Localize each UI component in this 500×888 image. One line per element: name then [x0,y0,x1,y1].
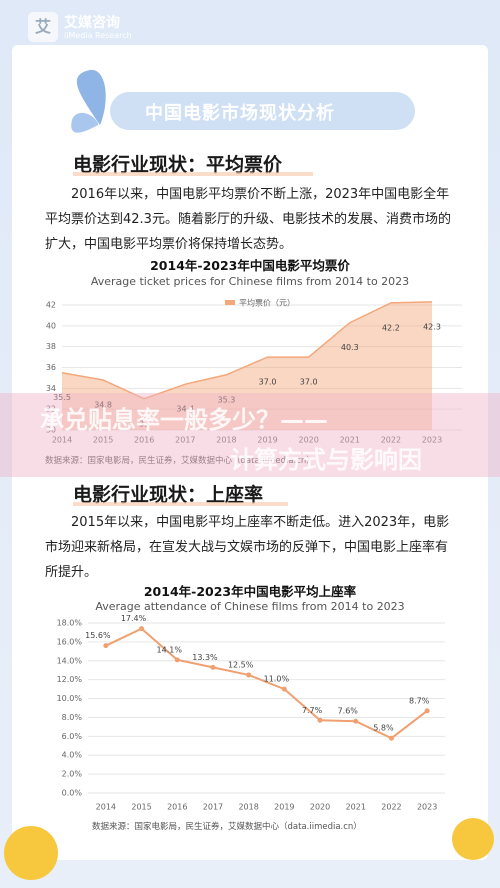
y-tick-label: 2.0% [62,770,83,779]
x-tick-label: 2020 [310,803,330,812]
overlay-text: 计算方式与影响因 [230,446,422,474]
data-label: 34.4 [176,405,194,414]
data-label: 35.3 [218,395,236,404]
underline [73,502,288,506]
chart-title: 2014年-2023年中国电影平均票价 [150,258,350,273]
y-tick-label: 8.0% [62,713,83,722]
data-label: 37.0 [300,378,318,387]
data-label: 12.5% [228,660,254,669]
point [139,626,145,632]
line [61,301,433,400]
banner-bg [110,92,415,130]
source: 数据来源：国家电影局，民生证券，艾媒数据中心（data.iimedia.cn） [92,822,362,832]
data-label: 17.4% [121,615,147,623]
x-tick-label: 2023 [417,803,437,812]
x-tick-label: 2021 [340,436,360,445]
y-tick-label: 30 [46,426,56,435]
y-tick-label: 6.0% [62,732,83,741]
section-heading: 电影行业现状：上座率 [73,484,264,506]
chart-title: 2014年-2023年中国电影平均上座率 [143,584,357,599]
paragraph: 2015年以来，中国电影平均上座率不断走低。进入2023年，电影市场迎来新格局，… [45,515,450,580]
point [281,686,287,692]
coin [4,826,58,880]
brand: 艾媒咨询 [64,15,120,31]
brand-en: iiMedia Research [64,31,132,40]
data-label: 35.5 [53,393,71,402]
data-label: 42.3 [423,322,441,331]
x-tick-label: 2019 [257,436,277,445]
y-tick-label: 10.0% [57,694,83,703]
overlay-text: 承兑贴息率一般多少？—— [40,406,328,434]
data-label: 14.1% [157,645,183,654]
x-tick-label: 2016 [167,803,187,812]
legend-label: 平均票价（元） [239,298,295,308]
point [174,657,180,663]
source: 数据来源：国家电影局，民生证券，艾媒数据中心（data.iimedia.cn） [45,456,315,466]
data-label: 42.2 [382,323,400,332]
overlay [0,393,500,477]
data-label: 5.8% [373,724,394,733]
y-tick-label: 12.0% [57,675,83,684]
y-tick-label: 14.0% [57,656,83,665]
point [210,664,216,670]
data-label: 15.6% [85,631,111,640]
data-label: 7.6% [338,707,359,716]
chart: 30 32 34 36 38 40 42 2014 2015 2016 2017 2018 2019 20… [46,298,462,445]
x-tick-label: 2018 [216,436,236,445]
x-tick-label: 2015 [131,803,151,812]
point [353,718,359,724]
y-tick-label: 40 [46,321,56,330]
y-tick-label: 18.0% [57,619,83,628]
y-tick-label: 34 [46,384,56,393]
point [246,672,252,678]
line [105,627,428,740]
data-label: 8.7% [409,696,430,705]
x-tick-label: 2020 [298,436,318,445]
x-tick-label: 2014 [96,803,116,812]
x-tick-label: 2021 [346,803,366,812]
x-tick-label: 2023 [422,436,442,445]
point [388,735,394,741]
underline [73,172,313,176]
chart-subtitle: Average ticket prices for Chinese films … [90,275,410,288]
y-tick-label: 16.0% [57,637,83,646]
data-label: 33 [139,419,149,428]
point [317,717,323,723]
butterfly [71,69,106,133]
x-tick-label: 2022 [381,436,401,445]
x-tick-label: 2018 [238,803,258,812]
section-heading: 电影行业现状：平均票价 [73,154,283,176]
y-tick-label: 42 [46,301,56,310]
x-tick-label: 2017 [175,436,195,445]
chart: 0.0% 2.0% 4.0% 6.0% 8.0% 10.0% 12.0% 14.0% 16.0%… [57,615,445,812]
x-tick-label: 2016 [134,436,154,445]
chart-subtitle: Average attendance of Chinese films from… [95,600,405,613]
coin [452,818,494,860]
data-label: 37.0 [259,378,277,387]
legend-swatch [225,300,235,305]
y-tick-label: 0.0% [62,789,83,798]
y-tick-label: 32 [46,405,56,414]
data-label: 7.7% [302,706,323,715]
data-label: 40.3 [341,343,359,352]
x-tick-label: 2015 [93,436,113,445]
y-tick-label: 38 [46,342,56,351]
x-tick-label: 2014 [52,436,72,445]
banner: 中国电影市场现状分析 [145,103,335,124]
logo: 艾 [28,12,58,42]
point [103,643,109,649]
x-tick-label: 2017 [203,803,223,812]
data-label: 11.0% [264,675,290,684]
x-tick-label: 2022 [381,803,401,812]
paragraph: 2016年以来，中国电影平均票价不断上涨，2023年中国电影全年平均票价达到42… [45,187,451,252]
y-tick-label: 36 [46,363,56,372]
data-label: 34.8 [94,401,112,410]
y-tick-label: 4.0% [62,751,83,760]
x-tick-label: 2019 [274,803,294,812]
data-label: 13.3% [192,653,218,662]
point [424,708,430,714]
